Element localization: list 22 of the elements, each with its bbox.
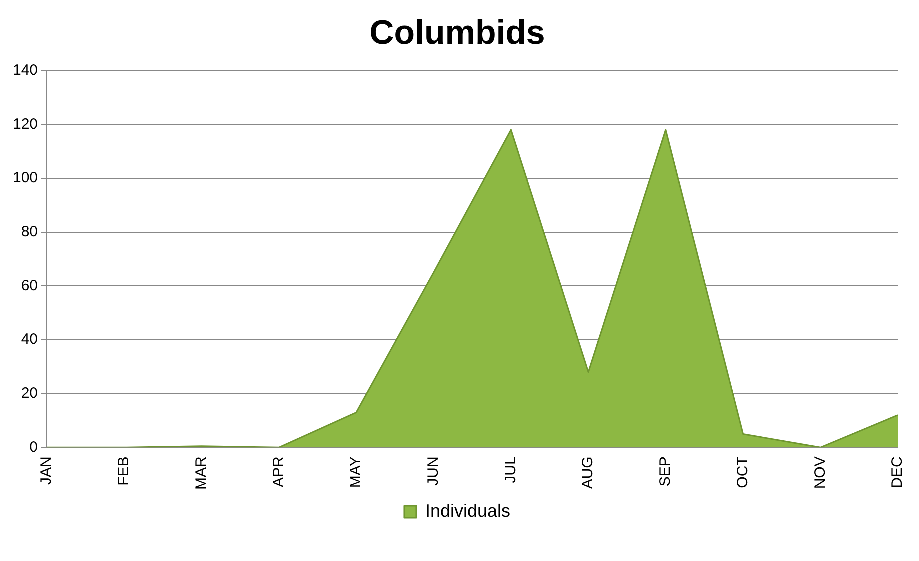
y-tick-label: 100 bbox=[12, 170, 38, 187]
x-tick-label: APR bbox=[270, 456, 288, 488]
y-tick-label: 120 bbox=[12, 116, 38, 133]
legend-label: Individuals bbox=[425, 500, 511, 521]
y-tick-label: 140 bbox=[12, 62, 38, 79]
x-tick-label: JUL bbox=[502, 456, 520, 484]
x-tick-label: JAN bbox=[38, 456, 56, 486]
y-tick-label: 60 bbox=[21, 277, 38, 294]
y-tick-label: 20 bbox=[21, 384, 38, 402]
chart-title: Columbids bbox=[370, 14, 546, 52]
x-tick-label: MAR bbox=[192, 456, 210, 490]
y-tick-label: 80 bbox=[21, 223, 38, 240]
x-tick-label: NOV bbox=[812, 456, 829, 490]
x-tick-label: OCT bbox=[734, 456, 752, 488]
x-tick-label: MAY bbox=[348, 456, 365, 488]
x-tick-label: SEP bbox=[657, 456, 674, 487]
x-tick-label: FEB bbox=[116, 456, 133, 486]
x-tick-label: AUG bbox=[580, 456, 597, 490]
y-tick-label: 40 bbox=[21, 331, 38, 348]
y-tick-label: 0 bbox=[30, 438, 38, 456]
x-tick-label: DEC bbox=[889, 456, 906, 488]
x-tick-label: JUN bbox=[424, 456, 442, 486]
